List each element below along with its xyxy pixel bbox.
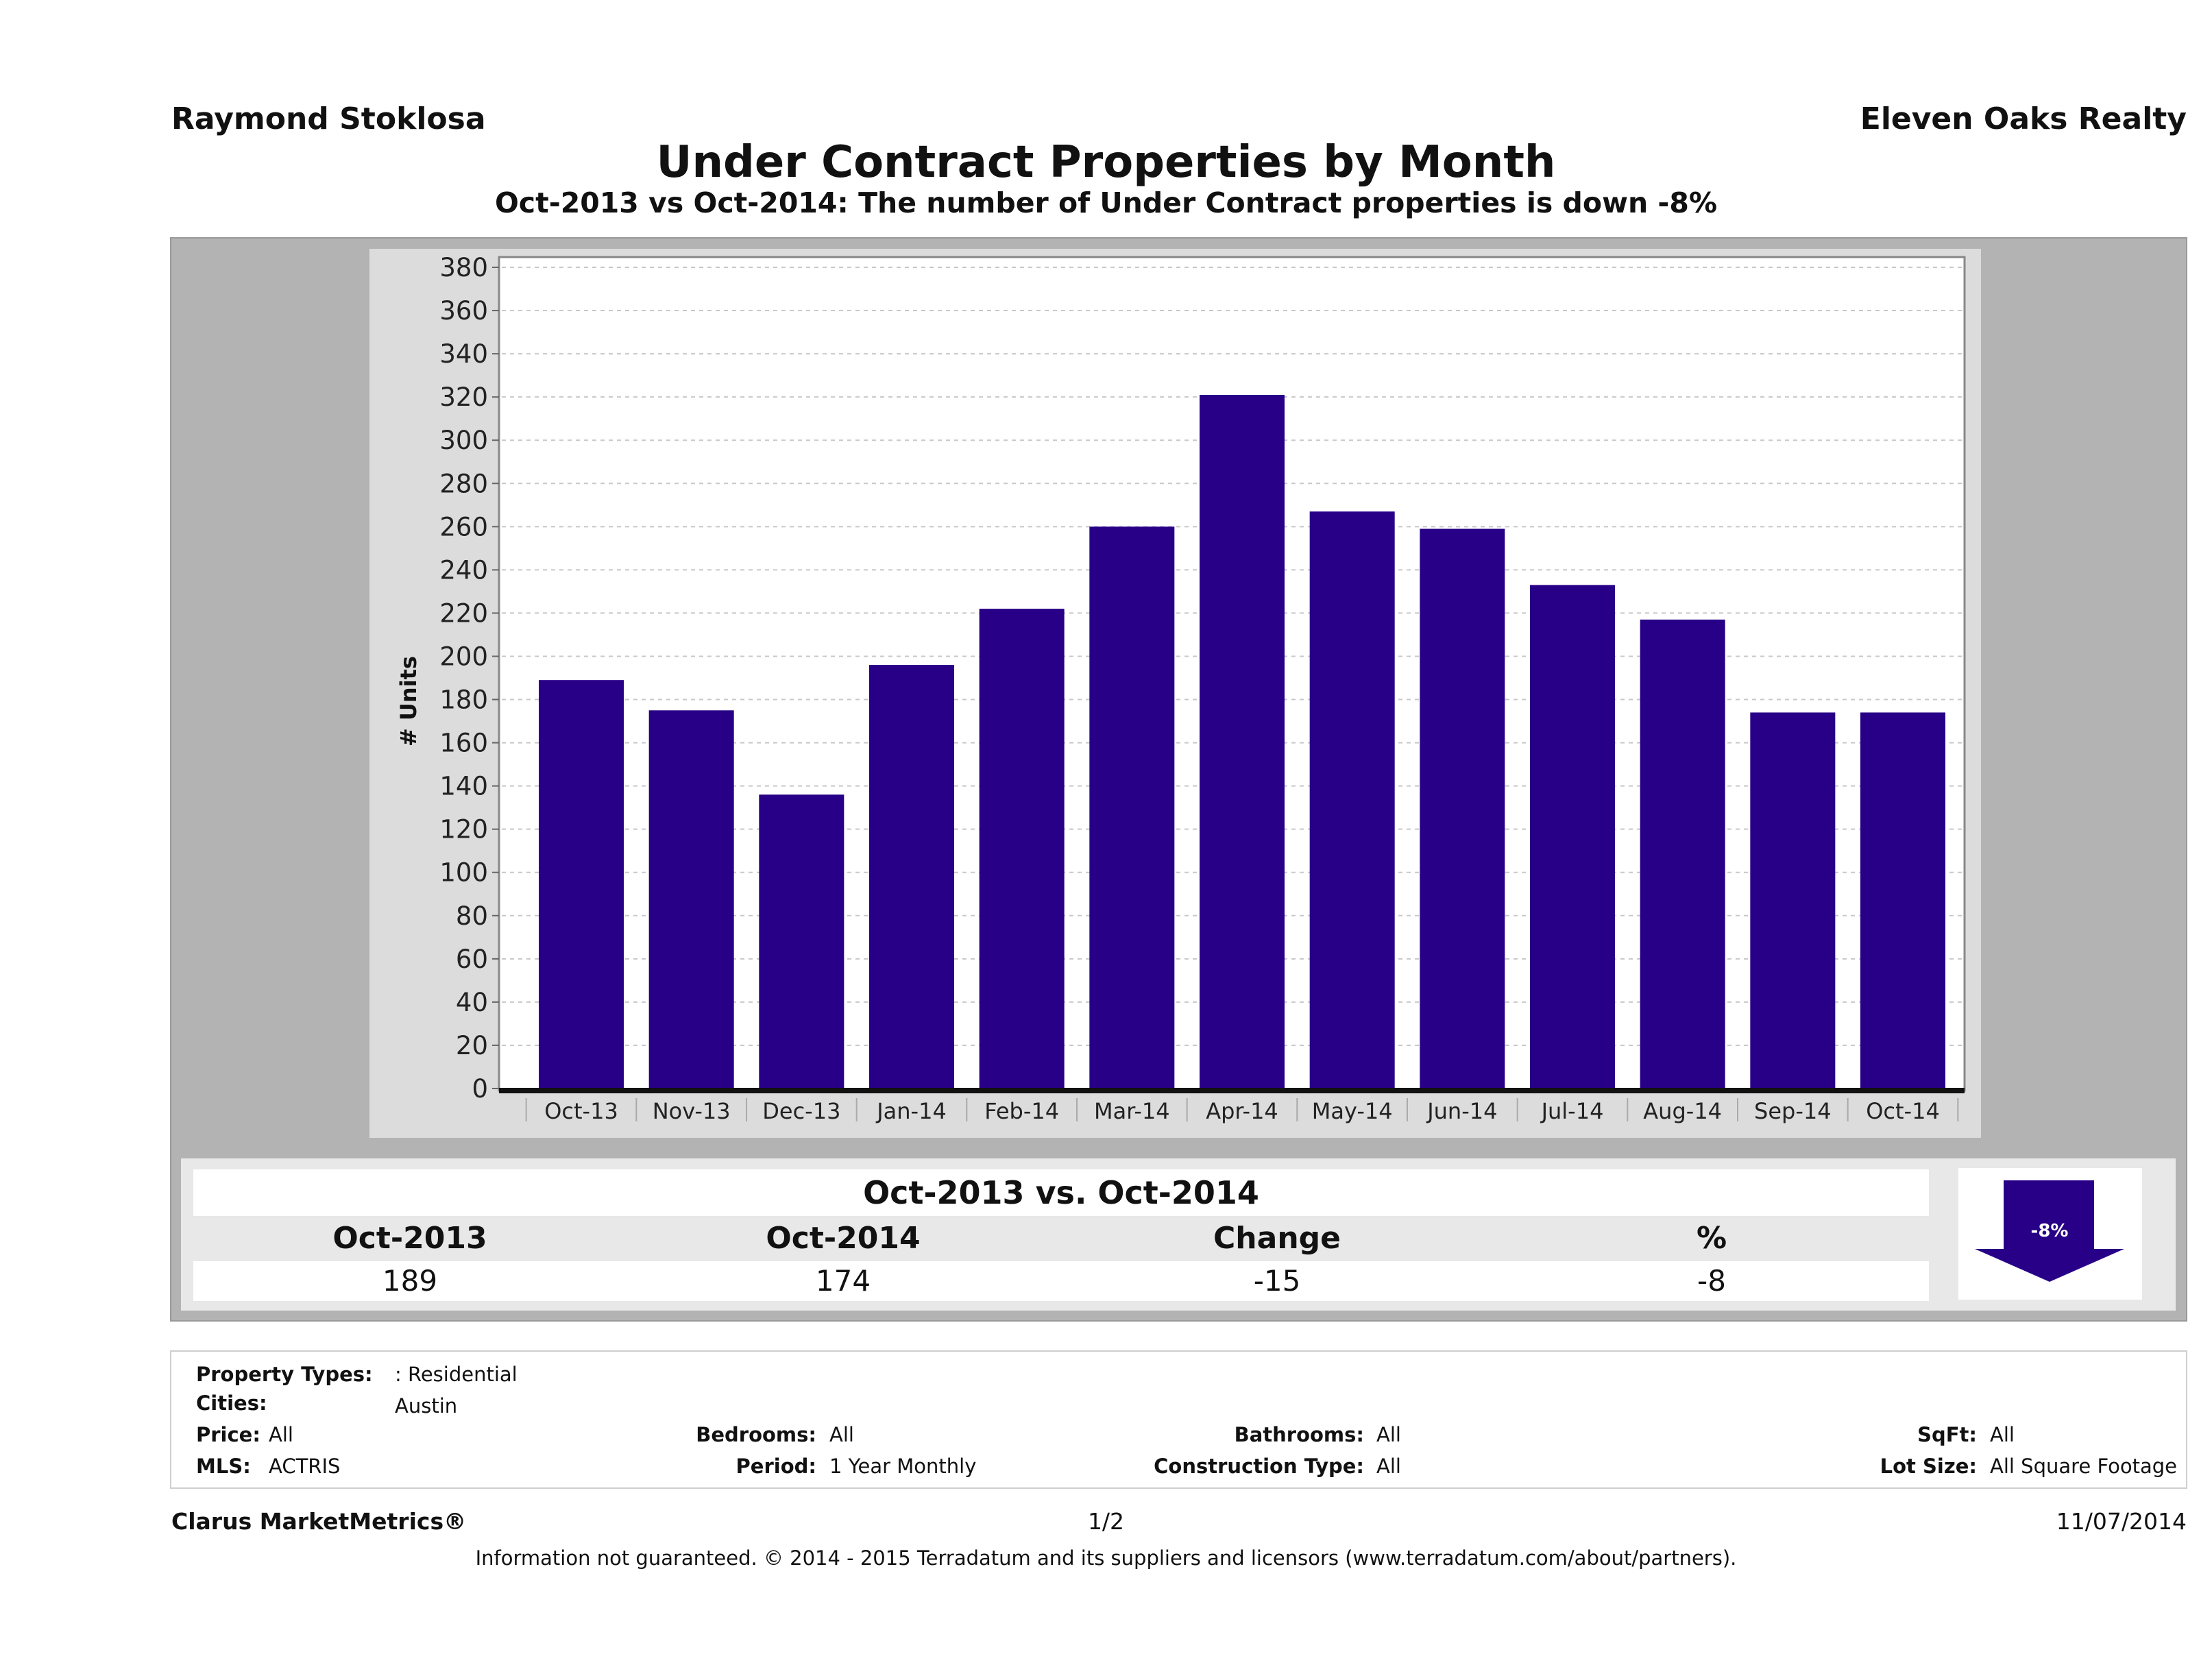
bar-nov-13 xyxy=(648,710,734,1089)
change-badge-label: -8% xyxy=(2031,1221,2069,1241)
y-tick-label: 180 xyxy=(439,685,488,715)
y-tick-label: 280 xyxy=(439,469,488,498)
criteria-bedrooms-label: Bedrooms: xyxy=(696,1423,816,1446)
bar-jul-14 xyxy=(1530,585,1615,1089)
chart-title: Under Contract Properties by Month xyxy=(656,137,1556,188)
y-tick-label: 160 xyxy=(439,729,488,758)
report-date: 11/07/2014 xyxy=(2056,1508,2187,1535)
bar-feb-14 xyxy=(979,609,1065,1089)
y-tick-label: 360 xyxy=(439,296,488,326)
comparison-header-percent: % xyxy=(1696,1221,1727,1256)
bar-oct-14 xyxy=(1860,712,1945,1089)
criteria-lot-size-value: All Square Footage xyxy=(1990,1455,2178,1478)
y-axis-ticks: 0 20 40 60 80 100 120 140 160 180 200 220 240 260 280 3… xyxy=(439,253,499,1104)
y-tick-label: 120 xyxy=(439,815,488,844)
criteria-bathrooms-label: Bathrooms: xyxy=(1234,1423,1364,1446)
y-tick-label: 200 xyxy=(439,642,488,671)
comparison-value-start: 189 xyxy=(382,1264,438,1298)
y-tick-label: 60 xyxy=(456,945,488,974)
criteria-construction-type-value: All xyxy=(1376,1455,1401,1478)
x-tick-label: Sep-14 xyxy=(1754,1098,1832,1124)
y-tick-label: 40 xyxy=(456,988,488,1017)
x-tick-label: Aug-14 xyxy=(1643,1098,1722,1124)
criteria-lot-size-label: Lot Size: xyxy=(1880,1455,1977,1478)
criteria-price-label: Price: xyxy=(196,1423,260,1446)
y-tick-label: 240 xyxy=(439,555,488,585)
bar-dec-13 xyxy=(759,794,844,1089)
criteria-price-value: All xyxy=(269,1423,293,1446)
criteria-property-types-value: : Residential xyxy=(395,1363,518,1386)
bar-aug-14 xyxy=(1640,619,1725,1089)
chart-subtitle: Oct-2013 vs Oct-2014: The number of Unde… xyxy=(494,186,1718,219)
criteria-cities-label: Cities: xyxy=(196,1391,267,1415)
comparison-header-start: Oct-2013 xyxy=(332,1221,487,1256)
criteria-mls-value: ACTRIS xyxy=(269,1455,341,1478)
y-tick-label: 340 xyxy=(439,339,488,369)
bar-sep-14 xyxy=(1750,712,1836,1089)
x-tick-label: Nov-13 xyxy=(653,1098,731,1124)
y-tick-label: 300 xyxy=(439,426,488,455)
comparison-header-change: Change xyxy=(1213,1221,1341,1256)
bar-jan-14 xyxy=(869,665,954,1089)
criteria-property-types-label: Property Types: xyxy=(196,1363,373,1386)
y-tick-label: 80 xyxy=(456,901,488,931)
y-tick-label: 140 xyxy=(439,772,488,801)
x-tick-label: Oct-14 xyxy=(1866,1098,1940,1124)
company-name: Eleven Oaks Realty xyxy=(1860,101,2187,136)
y-tick-label: 220 xyxy=(439,598,488,628)
search-criteria xyxy=(170,1350,2187,1489)
criteria-period-value: 1 Year Monthly xyxy=(829,1455,977,1478)
criteria-cities-value: Austin xyxy=(395,1394,458,1418)
down-arrow-icon: -8% xyxy=(1975,1180,2124,1282)
disclaimer: Information not guaranteed. © 2014 - 201… xyxy=(475,1546,1737,1570)
y-tick-label: 20 xyxy=(456,1031,488,1060)
y-tick-label: 380 xyxy=(439,253,488,282)
x-tick-label: Jul-14 xyxy=(1540,1098,1604,1124)
x-tick-label: Jun-14 xyxy=(1426,1098,1497,1124)
footer-brand: Clarus MarketMetrics® xyxy=(171,1508,467,1535)
bar-mar-14 xyxy=(1089,526,1175,1089)
comparison-header-end: Oct-2014 xyxy=(766,1221,921,1256)
y-tick-label: 260 xyxy=(439,512,488,542)
comparison-value-row xyxy=(193,1261,1929,1301)
x-tick-label: Mar-14 xyxy=(1094,1098,1170,1124)
criteria-bathrooms-value: All xyxy=(1376,1423,1401,1446)
criteria-bedrooms-value: All xyxy=(829,1423,854,1446)
bar-apr-14 xyxy=(1200,395,1285,1089)
bar-may-14 xyxy=(1309,511,1395,1089)
x-tick-label: Jan-14 xyxy=(875,1098,947,1124)
y-tick-label: 100 xyxy=(439,858,488,888)
x-tick-label: Apr-14 xyxy=(1206,1098,1278,1124)
criteria-mls-label: MLS: xyxy=(196,1455,251,1478)
criteria-sqft-label: SqFt: xyxy=(1917,1423,1977,1446)
x-tick-label: May-14 xyxy=(1312,1098,1393,1124)
bar-oct-13 xyxy=(539,680,624,1089)
x-tick-label: Feb-14 xyxy=(984,1098,1059,1124)
bar-chart: 0 20 40 60 80 100 120 140 160 180 200 220 240 260 280 3… xyxy=(396,253,1966,1124)
bars xyxy=(539,395,1945,1089)
criteria-period-label: Period: xyxy=(736,1455,816,1478)
bar-jun-14 xyxy=(1420,528,1505,1089)
y-tick-label: 320 xyxy=(439,382,488,412)
comparison-value-change: -15 xyxy=(1253,1264,1301,1298)
page-number: 1/2 xyxy=(1087,1508,1125,1535)
criteria-sqft-value: All xyxy=(1990,1423,2015,1446)
x-axis-ticks: Oct-13 Nov-13 Dec-13 Jan-14 Feb-14 Mar-14 Apr-… xyxy=(525,1098,1959,1124)
comparison-title: Oct-2013 vs. Oct-2014 xyxy=(193,1169,1929,1216)
comparison-value-end: 174 xyxy=(815,1264,871,1298)
x-tick-label: Oct-13 xyxy=(544,1098,618,1124)
y-axis-label: # Units xyxy=(396,656,422,746)
comparison-value-percent: -8 xyxy=(1697,1264,1726,1298)
agent-name: Raymond Stoklosa xyxy=(171,101,486,136)
y-tick-label: 0 xyxy=(472,1074,488,1104)
criteria-construction-type-label: Construction Type: xyxy=(1154,1455,1364,1478)
x-tick-label: Dec-13 xyxy=(762,1098,840,1124)
